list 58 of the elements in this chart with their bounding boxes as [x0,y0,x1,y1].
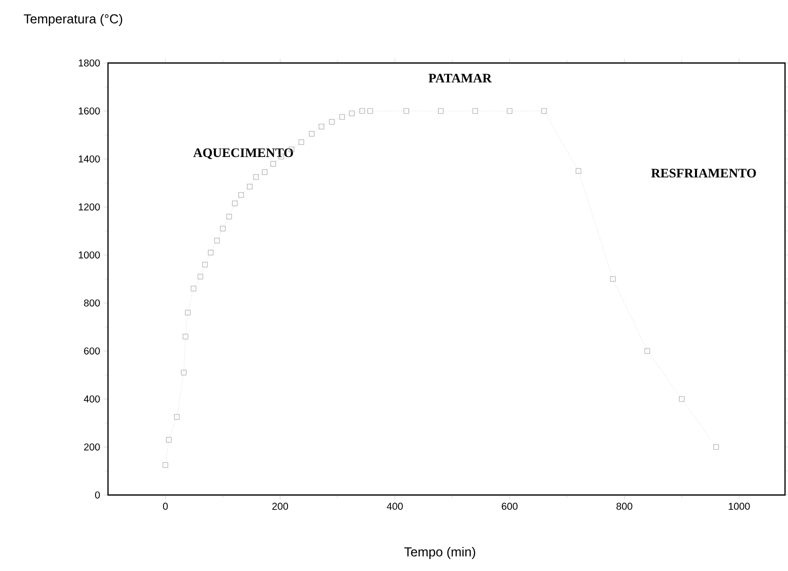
point [226,214,232,220]
point [162,462,168,468]
point [185,310,190,316]
y-tick-label: 1200 [78,203,100,211]
y-tick-label: 1400 [78,155,100,163]
point [644,348,650,354]
point [359,108,365,114]
point [349,110,355,116]
point [208,250,214,256]
x-tick-label: 0 [163,502,168,510]
point [198,274,204,280]
x-tick-label: 1000 [728,502,750,510]
x-axis-title: Tempo (min) [404,546,476,560]
point [318,124,324,130]
point [298,139,304,145]
point [576,168,582,174]
point [438,108,444,114]
point [190,286,196,292]
point [339,114,345,120]
y-tick-label: 1600 [78,107,100,115]
point [541,108,547,114]
point [253,174,259,180]
point [166,437,172,442]
point [202,262,208,268]
annotation: RESFRIAMENTO [651,168,756,178]
x-tick-label: 600 [502,502,518,510]
y-tick-label: 200 [84,443,100,451]
point [472,108,478,114]
y-axis-title: Temperatura (°C) [24,14,122,26]
point [610,276,616,282]
y-tick-label: 1800 [78,59,100,67]
x-tick-label: 200 [272,502,288,510]
point [506,108,512,114]
point [270,161,276,166]
point [247,184,252,190]
point [713,444,719,450]
point [262,169,268,175]
point [679,396,684,402]
y-tick-label: 1000 [78,251,100,259]
point [220,226,226,232]
point [308,131,314,136]
point [329,119,334,124]
annotation: PATAMAR [428,74,492,82]
y-tick-label: 400 [84,395,100,403]
point [404,108,410,114]
y-tick-label: 0 [95,491,100,499]
y-tick-label: 800 [84,299,100,307]
point [181,370,186,376]
point [182,334,188,340]
point [174,414,180,420]
y-tick-label: 600 [84,347,100,355]
point [238,192,244,198]
annotation: AQUECIMENTO [193,148,294,160]
x-tick-label: 400 [386,502,403,510]
x-tick-label: 800 [616,502,632,510]
point [232,200,238,206]
point [368,108,373,114]
point [214,238,220,244]
